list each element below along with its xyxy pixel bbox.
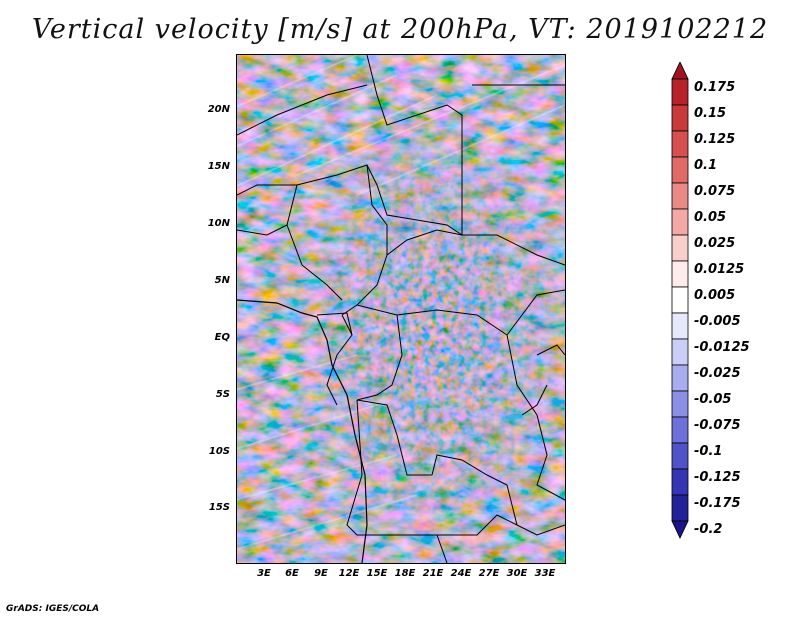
- colorbar-top-arrow: [671, 62, 689, 80]
- colorbar-segment: [671, 130, 689, 158]
- colorbar-label-01: 0.1: [694, 158, 718, 173]
- colorbar-label-0075: 0.075: [694, 184, 736, 199]
- colorbar-label-m02: -0.2: [694, 522, 723, 537]
- colorbar-segment: [671, 78, 689, 106]
- lat-label-eq: EQ: [214, 332, 230, 343]
- colorbar-segment: [671, 468, 689, 496]
- colorbar-label-0005: 0.005: [694, 288, 736, 303]
- lon-label-24e: 24E: [450, 568, 472, 579]
- lon-label-6e: 6E: [285, 568, 299, 579]
- colorbar-label-m0025: -0.025: [694, 366, 741, 381]
- lon-label-30e: 30E: [506, 568, 528, 579]
- lat-label-15s: 15S: [208, 502, 230, 513]
- lat-label-10s: 10S: [208, 446, 230, 457]
- colorbar-segment: [671, 182, 689, 210]
- colorbar-segment: [671, 104, 689, 132]
- colorbar-label-m0005: -0.005: [694, 314, 741, 329]
- colorbar-label-m0175: -0.175: [694, 496, 741, 511]
- colorbar-label-00125: 0.0125: [694, 262, 745, 277]
- colorbar-segment: [671, 494, 689, 522]
- colorbar-label-0025: 0.025: [694, 236, 736, 251]
- lon-label-3e: 3E: [257, 568, 271, 579]
- colorbar-label-005: 0.05: [694, 210, 727, 225]
- lon-label-33e: 33E: [534, 568, 556, 579]
- map-title: Vertical velocity [m/s] at 200hPa, VT: 2…: [31, 14, 769, 45]
- colorbar-segment: [671, 286, 689, 314]
- lat-label-5s: 5S: [215, 389, 230, 400]
- lat-label-20n: 20N: [207, 104, 230, 115]
- colorbar-segment: [671, 208, 689, 236]
- lon-label-12e: 12E: [338, 568, 360, 579]
- vertical-velocity-map: [236, 54, 566, 564]
- colorbar-label-m0125: -0.125: [694, 470, 741, 485]
- coastline: [237, 299, 368, 563]
- colorbar-label-m005: -0.05: [694, 392, 732, 407]
- lon-label-21e: 21E: [422, 568, 444, 579]
- colorbar: [671, 62, 689, 539]
- colorbar-segment: [671, 260, 689, 288]
- lat-label-10n: 10N: [207, 218, 230, 229]
- colorbar-label-m0075: -0.075: [694, 418, 741, 433]
- colorbar-segment: [671, 338, 689, 366]
- colorbar-bottom-arrow: [671, 520, 689, 539]
- lat-label-15n: 15N: [207, 161, 230, 172]
- lon-label-9e: 9E: [314, 568, 328, 579]
- colorbar-label-0175: 0.175: [694, 80, 736, 95]
- colorbar-segment: [671, 156, 689, 184]
- lon-label-18e: 18E: [394, 568, 416, 579]
- grads-credit: GrADS: IGES/COLA: [6, 604, 100, 614]
- map-field-svg: [237, 55, 565, 563]
- colorbar-segment: [671, 312, 689, 340]
- lon-label-27e: 27E: [478, 568, 500, 579]
- colorbar-segment: [671, 364, 689, 392]
- colorbar-label-m00125: -0.0125: [694, 340, 750, 355]
- colorbar-segment: [671, 234, 689, 262]
- lon-label-15e: 15E: [366, 568, 388, 579]
- colorbar-segment: [671, 442, 689, 470]
- colorbar-segment: [671, 416, 689, 444]
- colorbar-segment: [671, 390, 689, 418]
- country-borders: [237, 55, 565, 563]
- colorbar-label-015: 0.15: [694, 106, 727, 121]
- colorbar-label-0125: 0.125: [694, 132, 736, 147]
- lat-label-5n: 5N: [214, 275, 230, 286]
- colorbar-label-m01: -0.1: [694, 444, 723, 459]
